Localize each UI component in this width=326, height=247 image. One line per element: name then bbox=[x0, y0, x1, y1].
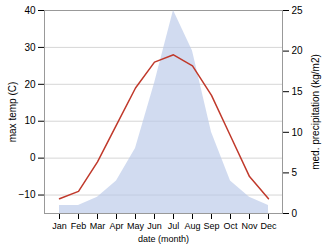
svg-text:20: 20 bbox=[24, 79, 36, 90]
svg-text:5: 5 bbox=[292, 167, 298, 178]
svg-text:0: 0 bbox=[30, 152, 36, 163]
svg-text:Mar: Mar bbox=[90, 221, 106, 231]
svg-text:Oct: Oct bbox=[223, 221, 238, 231]
svg-text:May: May bbox=[127, 221, 145, 231]
svg-text:20: 20 bbox=[292, 45, 304, 56]
svg-text:Nov: Nov bbox=[241, 221, 258, 231]
svg-text:25: 25 bbox=[292, 5, 304, 16]
svg-text:−10: −10 bbox=[19, 189, 36, 200]
svg-text:Aug: Aug bbox=[184, 221, 200, 231]
svg-text:date (month): date (month) bbox=[138, 234, 189, 244]
svg-text:15: 15 bbox=[292, 86, 304, 97]
svg-text:med. precipitation (kg/m2): med. precipitation (kg/m2) bbox=[310, 54, 321, 170]
svg-text:Jan: Jan bbox=[52, 221, 67, 231]
svg-text:Sep: Sep bbox=[203, 221, 219, 231]
svg-text:Dec: Dec bbox=[260, 221, 277, 231]
svg-text:0: 0 bbox=[292, 208, 298, 219]
svg-text:Jun: Jun bbox=[147, 221, 162, 231]
svg-text:max temp (C): max temp (C) bbox=[7, 82, 18, 143]
svg-text:30: 30 bbox=[24, 42, 36, 53]
svg-text:Apr: Apr bbox=[109, 221, 123, 231]
svg-text:40: 40 bbox=[24, 5, 36, 16]
svg-text:Jul: Jul bbox=[168, 221, 180, 231]
svg-text:10: 10 bbox=[292, 127, 304, 138]
svg-text:10: 10 bbox=[24, 115, 36, 126]
svg-text:Feb: Feb bbox=[71, 221, 87, 231]
